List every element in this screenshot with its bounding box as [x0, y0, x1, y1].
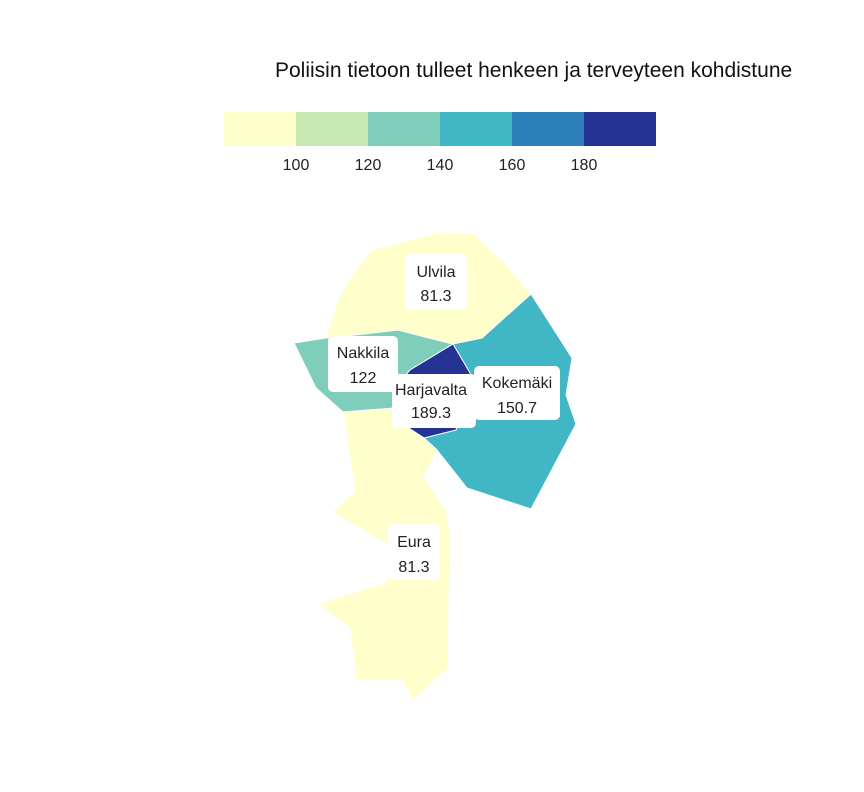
- legend-tick: 140: [427, 157, 454, 174]
- region-name: Nakkila: [337, 345, 390, 362]
- legend-tick: 160: [499, 157, 526, 174]
- region-value: 189.3: [411, 405, 451, 422]
- region-name: Ulvila: [416, 264, 455, 281]
- label-eura: Eura 81.3: [388, 524, 440, 580]
- label-kokemaki: Kokemäki 150.7: [474, 366, 560, 420]
- legend: 100 120 140 160 180: [224, 112, 656, 174]
- legend-swatch-3: [368, 112, 440, 146]
- label-nakkila: Nakkila 122: [328, 336, 398, 392]
- legend-swatch-6: [584, 112, 656, 146]
- region-name: Eura: [397, 534, 431, 551]
- map-title: Poliisin tietoon tulleet henkeen ja terv…: [275, 59, 792, 82]
- legend-tick: 120: [355, 157, 382, 174]
- region-name: Harjavalta: [395, 382, 467, 399]
- region-value: 122: [350, 370, 377, 387]
- label-harjavalta: Harjavalta 189.3: [392, 374, 476, 428]
- region-name: Kokemäki: [482, 375, 552, 392]
- legend-swatch-1: [224, 112, 296, 146]
- region-labels: Ulvila 81.3 Nakkila 122 Kokemäki 150.7 H…: [328, 254, 560, 580]
- legend-swatch-5: [512, 112, 584, 146]
- legend-swatch-2: [296, 112, 368, 146]
- region-value: 81.3: [398, 559, 429, 576]
- region-value: 81.3: [420, 288, 451, 305]
- label-ulvila: Ulvila 81.3: [405, 254, 467, 310]
- region-value: 150.7: [497, 400, 537, 417]
- legend-swatch-4: [440, 112, 512, 146]
- legend-tick: 180: [571, 157, 598, 174]
- legend-tick: 100: [283, 157, 310, 174]
